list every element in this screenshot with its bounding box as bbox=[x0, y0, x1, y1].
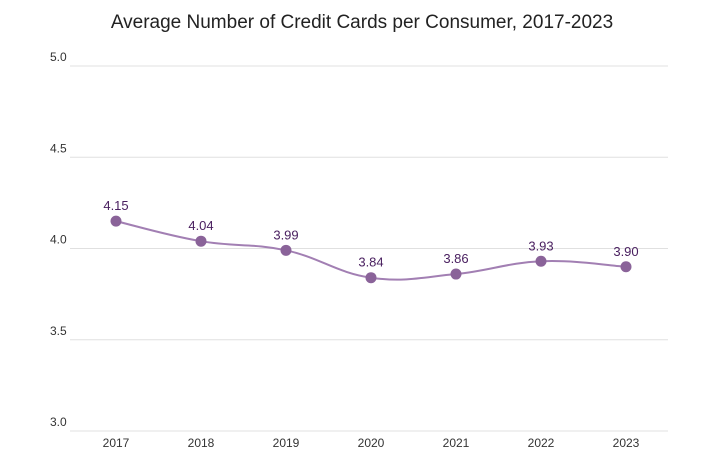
x-tick-label: 2018 bbox=[188, 436, 215, 450]
data-label: 3.93 bbox=[528, 238, 553, 253]
x-tick-label: 2017 bbox=[103, 436, 130, 450]
x-tick-label: 2023 bbox=[613, 436, 640, 450]
x-tick-label: 2020 bbox=[358, 436, 385, 450]
data-point bbox=[365, 272, 377, 284]
data-label: 4.15 bbox=[103, 198, 128, 213]
y-axis: 3.0 3.5 4.0 4.5 5.0 bbox=[50, 50, 67, 429]
y-tick-label: 5.0 bbox=[50, 50, 67, 64]
x-tick-label: 2019 bbox=[273, 436, 300, 450]
data-label: 3.84 bbox=[358, 255, 383, 270]
x-axis: 2017 2018 2019 2020 2021 2022 2023 bbox=[103, 436, 640, 450]
y-tick-label: 3.5 bbox=[50, 324, 67, 338]
data-point bbox=[620, 261, 632, 273]
data-point bbox=[195, 235, 207, 247]
y-tick-label: 3.0 bbox=[50, 415, 67, 429]
data-label: 3.90 bbox=[613, 244, 638, 259]
grid-lines bbox=[70, 65, 668, 432]
y-tick-label: 4.5 bbox=[50, 141, 67, 155]
data-label: 3.99 bbox=[273, 227, 298, 242]
x-tick-label: 2021 bbox=[443, 436, 470, 450]
data-point bbox=[110, 215, 122, 227]
data-labels: 4.15 4.04 3.99 3.84 3.86 3.93 3.90 bbox=[103, 198, 638, 270]
x-tick-label: 2022 bbox=[528, 436, 555, 450]
data-label: 4.04 bbox=[188, 218, 213, 233]
data-label: 3.86 bbox=[443, 251, 468, 266]
data-point bbox=[450, 268, 462, 280]
data-point bbox=[280, 244, 292, 256]
chart-title: Average Number of Credit Cards per Consu… bbox=[111, 12, 613, 33]
data-point bbox=[535, 255, 547, 267]
data-points bbox=[110, 215, 632, 284]
y-tick-label: 4.0 bbox=[50, 233, 67, 247]
